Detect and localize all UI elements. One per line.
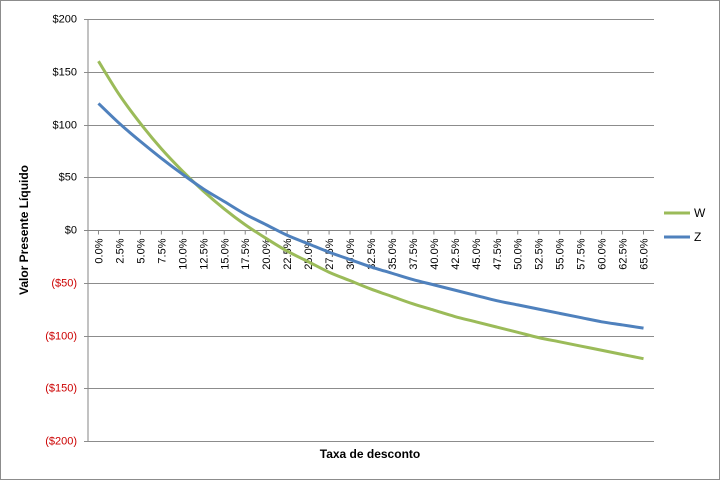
x-tick-label: 47.5%: [492, 238, 504, 269]
gridlines: [84, 19, 654, 442]
series-lines: [97, 60, 644, 361]
x-tick-label: 20.0%: [261, 238, 273, 269]
legend: W Z: [664, 206, 706, 244]
legend-label-z: Z: [694, 230, 701, 244]
x-tick-label: 42.5%: [450, 238, 462, 269]
x-tick-label: 30.0%: [345, 238, 357, 269]
x-tick-label: 2.5%: [114, 238, 126, 263]
x-tick-label: 40.0%: [429, 238, 441, 269]
x-axis-title: Taxa de desconto: [320, 447, 420, 461]
x-tick-label: 22.5%: [282, 238, 294, 269]
y-tick-label: ($50): [51, 277, 77, 289]
x-tick-label: 15.0%: [219, 238, 231, 269]
x-tick-label: 62.5%: [618, 238, 630, 269]
x-tick-label: 7.5%: [156, 238, 168, 263]
y-tick-label: $50: [59, 171, 77, 183]
x-tick-label: 35.0%: [387, 238, 399, 269]
y-axis-tick-labels: $200 $150 $100 $50 $0 ($50) ($100) ($150) ($200): [45, 13, 77, 447]
x-tick-label: 5.0%: [135, 238, 147, 263]
x-tick-label: 0.0%: [93, 238, 105, 263]
y-tick-label: $150: [53, 66, 77, 78]
x-tick-label: 32.5%: [366, 238, 378, 269]
y-tick-label: ($150): [45, 382, 77, 394]
legend-label-w: W: [694, 206, 706, 220]
series-line-z: [97, 102, 644, 330]
x-tick-label: 10.0%: [177, 238, 189, 269]
x-tick-label: 65.0%: [639, 238, 651, 269]
x-tick-label: 12.5%: [198, 238, 210, 269]
y-tick-label: $200: [53, 13, 77, 25]
x-tick-label: 55.0%: [555, 238, 567, 269]
y-axis-title: Valor Presente Líquido: [17, 165, 31, 295]
x-tick-label: 57.5%: [576, 238, 588, 269]
x-tick-label: 52.5%: [534, 238, 546, 269]
y-tick-label: ($100): [45, 330, 77, 342]
x-axis-tick-labels: 0.0% 2.5% 5.0% 7.5% 10.0% 12.5% 15.0% 17.5% 20.0…: [93, 230, 651, 270]
x-tick-label: 37.5%: [408, 238, 420, 269]
x-tick-label: 50.0%: [513, 238, 525, 269]
x-tick-label: 17.5%: [240, 238, 252, 269]
x-tick-label: 45.0%: [471, 238, 483, 269]
x-tick-label: 60.0%: [597, 238, 609, 269]
y-tick-label: ($200): [45, 435, 77, 447]
y-tick-label: $0: [65, 224, 77, 236]
y-tick-label: $100: [53, 119, 77, 131]
